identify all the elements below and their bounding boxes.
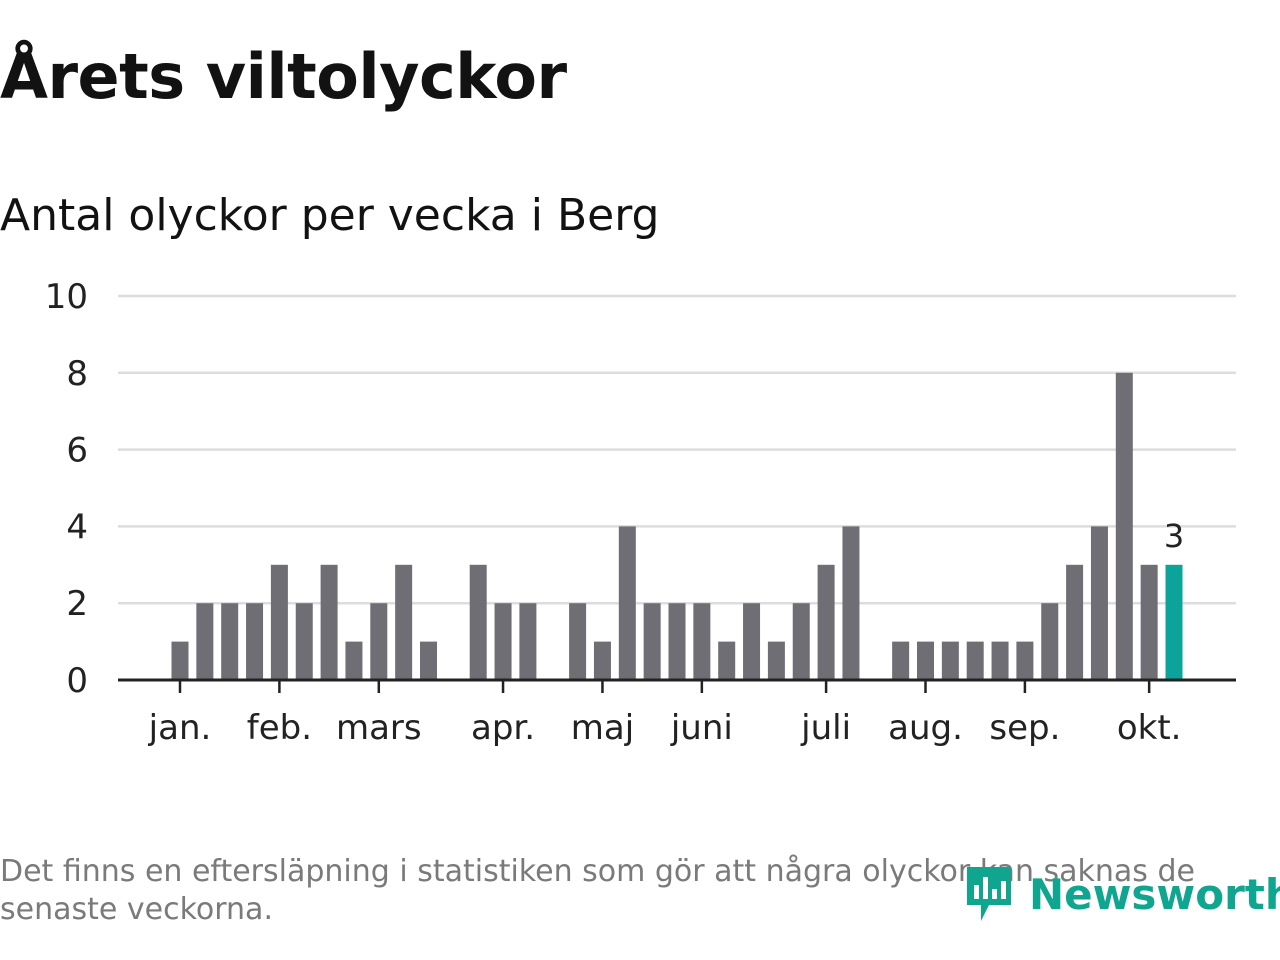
y-tick-label: 8: [66, 354, 88, 394]
bar: [420, 641, 437, 680]
bar: [991, 641, 1009, 680]
bar: [1041, 603, 1059, 680]
x-tick-label: feb.: [247, 708, 312, 748]
bar: [593, 641, 611, 680]
bar: [1066, 564, 1084, 680]
page-title: Årets viltolyckor: [0, 40, 567, 113]
bar: [643, 603, 661, 680]
bar: [892, 641, 910, 680]
bar: [171, 641, 189, 680]
y-tick-label: 0: [66, 661, 88, 701]
bar: [320, 564, 338, 680]
bar: [1090, 526, 1108, 680]
bar-highlight: [1165, 564, 1183, 680]
bar: [345, 641, 363, 680]
y-tick-label: 2: [66, 584, 88, 624]
bar: [966, 641, 984, 680]
x-tick-label: mars: [336, 708, 422, 748]
newsworthy-logo-icon: [967, 867, 1011, 921]
bar: [1140, 564, 1158, 680]
bar: [519, 603, 537, 680]
y-tick-label: 4: [66, 507, 88, 547]
newsworthy-logo: Newsworthy: [963, 862, 1280, 926]
bar: [469, 564, 487, 680]
x-tick-label: juni: [670, 708, 733, 748]
bar: [295, 603, 313, 680]
x-tick-label: maj: [571, 708, 634, 748]
bar: [817, 564, 835, 680]
chart-subtitle: Antal olyckor per vecka i Berg: [0, 190, 660, 241]
bar: [270, 564, 288, 680]
newsworthy-logo-text: Newsworthy: [1029, 869, 1280, 919]
bar: [941, 641, 959, 680]
bar: [792, 603, 810, 680]
bar: [718, 641, 736, 680]
bar: [494, 603, 512, 680]
highlight-data-label: 3: [1164, 517, 1184, 555]
bar: [370, 603, 388, 680]
x-tick-label: juli: [800, 708, 851, 748]
bar: [668, 603, 686, 680]
bar: [743, 603, 761, 680]
x-tick-label: okt.: [1117, 708, 1182, 748]
x-tick-label: jan.: [148, 708, 212, 748]
bar: [693, 603, 711, 680]
bar: [246, 603, 264, 680]
bar: [842, 526, 860, 680]
y-tick-label: 6: [66, 431, 88, 471]
bar: [917, 641, 934, 680]
x-tick-label: apr.: [471, 708, 535, 748]
x-tick-label: aug.: [888, 708, 963, 748]
bar: [767, 641, 785, 680]
x-tick-label: sep.: [989, 708, 1060, 748]
bar: [1115, 372, 1133, 680]
bar: [1016, 641, 1034, 680]
y-tick-label: 10: [45, 277, 88, 317]
bar: [221, 603, 239, 680]
bar: [618, 526, 636, 680]
bar: [196, 603, 214, 680]
bar: [395, 564, 413, 680]
bar: [569, 603, 587, 680]
